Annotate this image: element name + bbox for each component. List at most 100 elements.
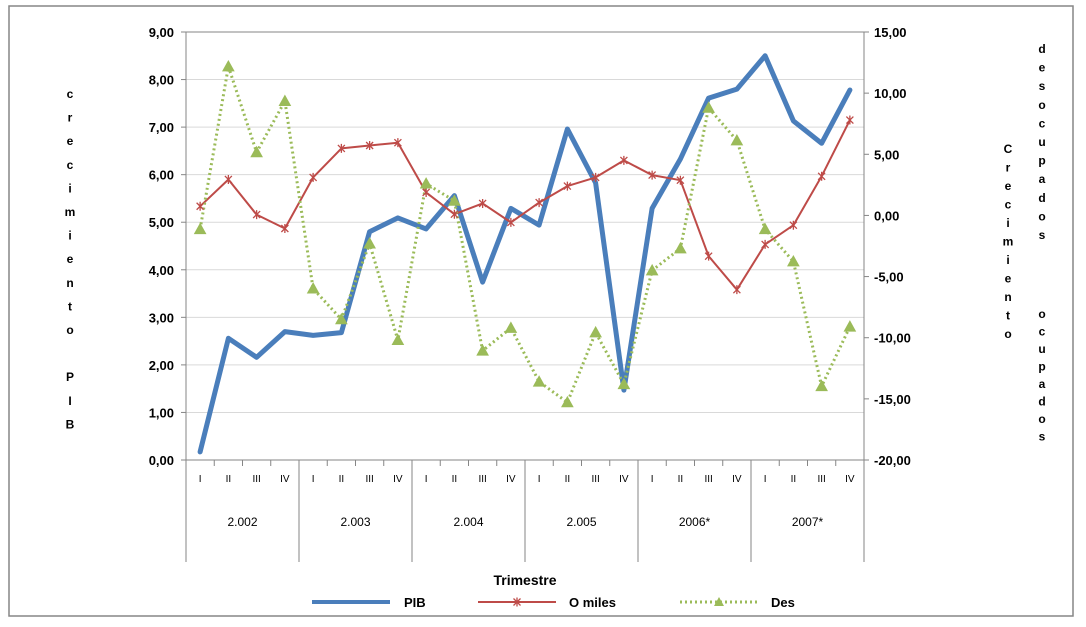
x-category-label: II — [565, 474, 571, 485]
y-left-title-char: i — [68, 229, 71, 243]
data-point-star — [478, 198, 487, 208]
legend-marker-star — [513, 597, 521, 607]
data-point-triangle — [222, 59, 235, 72]
x-category-label: IV — [845, 474, 855, 485]
data-point-triangle — [758, 222, 772, 235]
x-category-label: III — [478, 474, 486, 485]
data-point-triangle — [419, 177, 433, 189]
data-point-triangle — [335, 312, 348, 325]
y-right-inner2-title-char: c — [1039, 325, 1046, 339]
y-right-outer-title-char: a — [1039, 172, 1046, 186]
y-left-tick-label: 7,00 — [149, 120, 174, 135]
data-point-star — [337, 143, 346, 153]
x-category-label: III — [704, 474, 712, 485]
y-right-outer-title-char: c — [1039, 116, 1046, 130]
x-category-label: III — [365, 474, 373, 485]
x-category-label: III — [817, 474, 825, 485]
data-point-triangle — [815, 379, 828, 392]
y-right-inner-title-char: r — [1006, 161, 1011, 175]
markers-group — [193, 59, 857, 408]
y-right-tick-label: -5,00 — [874, 270, 904, 285]
data-point-triangle — [702, 101, 715, 113]
axes — [181, 31, 869, 562]
y-right-tick-label: 10,00 — [874, 86, 907, 101]
x-category-label: II — [339, 474, 345, 485]
y-right-outer-title-char: u — [1038, 135, 1045, 149]
data-point-star — [704, 251, 713, 261]
data-point-star — [535, 198, 544, 208]
legend-marker-triangle — [714, 597, 724, 606]
data-point-star — [252, 210, 261, 220]
y-right-tick-label: -20,00 — [874, 453, 911, 468]
data-point-star — [280, 224, 289, 234]
y-left-title-char: t — [68, 299, 72, 313]
y-right-inner2-title-char: u — [1038, 342, 1045, 356]
year-group-label: 2007* — [792, 515, 824, 529]
data-point-star — [817, 171, 826, 181]
x-category-label: I — [312, 474, 315, 485]
year-group-label: 2.002 — [227, 515, 257, 529]
data-point-triangle — [448, 194, 461, 206]
data-point-star — [619, 155, 628, 165]
x-category-label: I — [199, 474, 202, 485]
data-point-triangle — [617, 377, 631, 390]
y-left-title-char: I — [68, 394, 71, 408]
data-point-star — [422, 187, 431, 197]
data-point-triangle — [561, 395, 574, 408]
y-left-title-char: m — [65, 205, 76, 219]
y-right-inner-title-char: i — [1006, 216, 1009, 230]
y-right-inner-title-char: e — [1005, 272, 1012, 286]
data-point-star — [648, 170, 657, 180]
y-left-tick-label: 6,00 — [149, 168, 174, 183]
data-point-triangle — [504, 321, 518, 333]
y-left-tick-label: 1,00 — [149, 405, 174, 420]
y-left-tick-label: 2,00 — [149, 358, 174, 373]
y-left-title-char: r — [68, 111, 73, 125]
legend: PIB O miles Des — [312, 595, 795, 610]
x-category-label: I — [425, 474, 428, 485]
data-point-triangle — [250, 145, 263, 158]
x-category-label: IV — [506, 474, 516, 485]
x-category-label: III — [252, 474, 260, 485]
y-left-tick-label: 8,00 — [149, 73, 174, 88]
x-category-label: III — [591, 474, 599, 485]
y-left-title-char: c — [67, 87, 74, 101]
legend-label: Des — [771, 595, 795, 610]
y-right-outer-title-char: o — [1038, 209, 1045, 223]
y-right-inner-title-char: e — [1005, 179, 1012, 193]
data-point-triangle — [193, 222, 207, 235]
x-category-label: I — [651, 474, 654, 485]
x-category-label: I — [764, 474, 767, 485]
data-point-triangle — [730, 133, 744, 146]
y-right-inner2-title-char: a — [1039, 377, 1046, 391]
data-point-star — [224, 174, 233, 184]
y-left-tick-label: 3,00 — [149, 310, 174, 325]
y-right-inner-title-char: m — [1003, 235, 1014, 249]
x-axis-title: Trimestre — [493, 572, 556, 588]
y-left-tick-label: 5,00 — [149, 215, 174, 230]
y-right-outer-title-char: e — [1039, 61, 1046, 75]
y-left-title-char: B — [66, 417, 75, 431]
x-category-label: II — [791, 474, 797, 485]
data-point-triangle — [674, 241, 687, 254]
y-left-title-char: e — [67, 134, 74, 148]
legend-label: O miles — [569, 595, 616, 610]
series-line-des — [198, 65, 852, 404]
y-left-tick-label: 0,00 — [149, 453, 174, 468]
data-point-triangle — [787, 255, 800, 267]
y-right-inner-title-char: i — [1006, 253, 1009, 267]
y-right-inner2-title-char: d — [1038, 395, 1045, 409]
x-category-label: IV — [393, 474, 403, 485]
x-category-label: IV — [280, 474, 290, 485]
series-group — [197, 53, 853, 455]
y-right-outer-title-char: s — [1039, 79, 1046, 93]
y-right-outer-title-char: p — [1038, 154, 1045, 168]
y-right-outer-title-char: d — [1038, 42, 1045, 56]
year-group-label: 2.004 — [453, 515, 483, 529]
y-right-tick-label: -15,00 — [874, 392, 911, 407]
y-right-outer-title-char: s — [1039, 228, 1046, 242]
data-point-triangle — [645, 263, 659, 276]
series-line-o-miles — [199, 119, 851, 291]
data-point-star — [845, 115, 854, 125]
